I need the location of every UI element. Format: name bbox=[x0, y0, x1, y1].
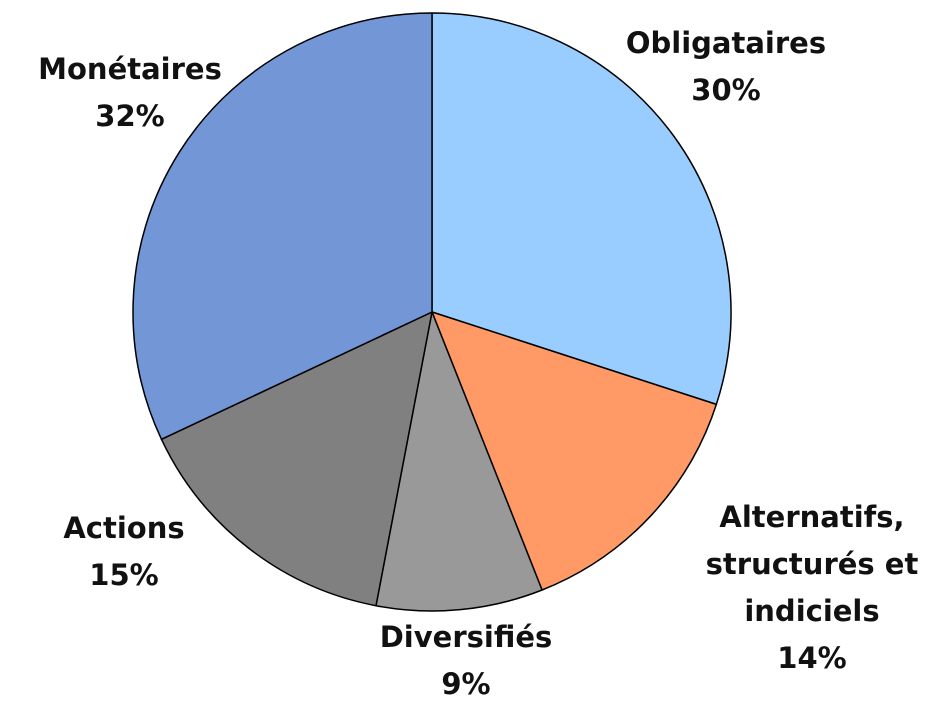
value-label: 32% bbox=[95, 99, 165, 133]
slice-label: Actions 15% bbox=[24, 505, 224, 599]
pie-slice bbox=[160, 311, 433, 607]
category-name: Diversifiés bbox=[379, 620, 553, 654]
value-label: 9% bbox=[441, 667, 491, 701]
category-name: Actions bbox=[63, 511, 185, 545]
value-label: 30% bbox=[691, 73, 761, 107]
value-label: 15% bbox=[89, 558, 159, 592]
slice-label: Diversifiés 9% bbox=[336, 614, 596, 708]
slice-label: Obligataires 30% bbox=[596, 20, 856, 114]
pie-slice bbox=[431, 12, 732, 406]
value-label: 14% bbox=[777, 641, 847, 675]
slice-label: Alternatifs, structurés et indiciels 14% bbox=[697, 494, 927, 682]
slice-label: Monétaires 32% bbox=[10, 46, 250, 140]
category-name: Obligataires bbox=[625, 26, 827, 60]
category-name: Alternatifs, structurés et indiciels bbox=[705, 500, 919, 628]
pie-slice bbox=[375, 311, 543, 612]
pie-slice bbox=[431, 311, 718, 591]
pie-slice bbox=[132, 12, 433, 441]
category-name: Monétaires bbox=[38, 52, 222, 86]
